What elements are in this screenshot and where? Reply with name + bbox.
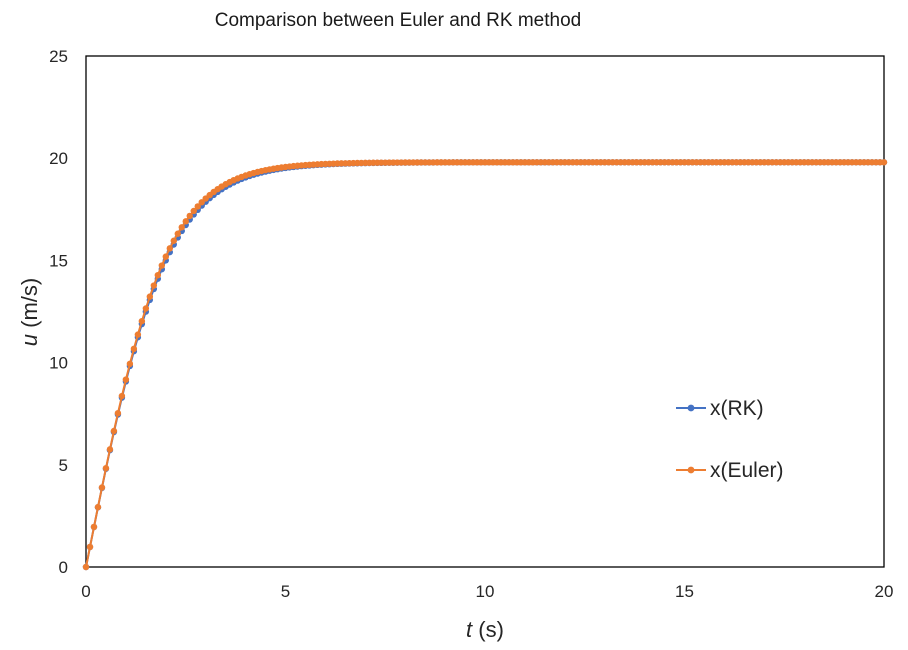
data-point — [178, 224, 185, 231]
data-point — [194, 203, 201, 210]
y-tick-label: 5 — [59, 456, 68, 475]
data-point — [174, 230, 181, 237]
legend-label: x(Euler) — [710, 459, 784, 482]
data-point — [134, 331, 142, 338]
data-point — [110, 427, 118, 435]
data-point — [170, 237, 177, 244]
data-point — [142, 305, 150, 312]
x-tick-label: 20 — [875, 582, 894, 601]
y-axis-ticks: 0 5 10 15 20 25 — [49, 47, 68, 577]
series-rk — [82, 159, 888, 571]
legend-item: x(Euler) — [676, 459, 784, 482]
data-point — [114, 410, 122, 417]
data-point — [880, 159, 888, 166]
y-tick-label: 10 — [49, 354, 68, 373]
x-tick-label: 0 — [81, 582, 90, 601]
data-point — [154, 271, 162, 279]
data-point — [94, 503, 102, 511]
series-layer — [82, 159, 888, 571]
x-tick-label: 10 — [476, 582, 495, 601]
data-point — [122, 376, 130, 383]
plot-area-border — [85, 55, 885, 568]
data-point — [90, 523, 98, 531]
x-axis-ticks: 0 5 10 15 20 — [81, 582, 893, 601]
data-point — [158, 262, 166, 269]
legend-label: x(RK) — [710, 397, 764, 420]
x-tick-label: 5 — [281, 582, 290, 601]
data-point — [190, 207, 197, 215]
y-axis-title-var: u — [17, 334, 42, 346]
data-point — [138, 317, 146, 325]
data-point — [118, 392, 126, 400]
data-point — [86, 543, 94, 551]
y-tick-label: 15 — [49, 251, 68, 270]
y-tick-label: 20 — [49, 149, 68, 168]
data-point — [150, 282, 158, 289]
x-axis-title-unit: (s) — [472, 617, 504, 642]
x-axis-title: t (s) — [466, 617, 504, 642]
data-point — [82, 563, 90, 571]
data-point — [126, 360, 134, 368]
y-tick-label: 0 — [59, 558, 68, 577]
data-point — [106, 446, 114, 453]
legend: x(RK) x(Euler) — [676, 397, 784, 482]
x-axis-title-var: t — [466, 617, 473, 642]
data-point — [182, 218, 189, 225]
data-point — [130, 345, 138, 353]
series-line — [85, 161, 884, 568]
data-point — [198, 199, 205, 206]
data-point — [186, 212, 193, 220]
data-point — [162, 253, 169, 260]
y-axis-title-unit: (m/s) — [17, 278, 42, 334]
x-tick-label: 15 — [675, 582, 694, 601]
legend-marker — [687, 404, 695, 412]
data-point — [102, 465, 110, 472]
data-point — [98, 484, 106, 491]
chart-title: Comparison between Euler and RK method — [215, 10, 581, 31]
legend-item: x(RK) — [676, 397, 764, 420]
y-tick-label: 25 — [49, 47, 68, 66]
data-point — [146, 293, 154, 300]
series-euler — [82, 159, 888, 571]
y-axis-title: u (m/s) — [17, 278, 42, 346]
series-line — [85, 161, 884, 568]
data-point — [166, 245, 173, 252]
legend-marker — [687, 466, 695, 474]
